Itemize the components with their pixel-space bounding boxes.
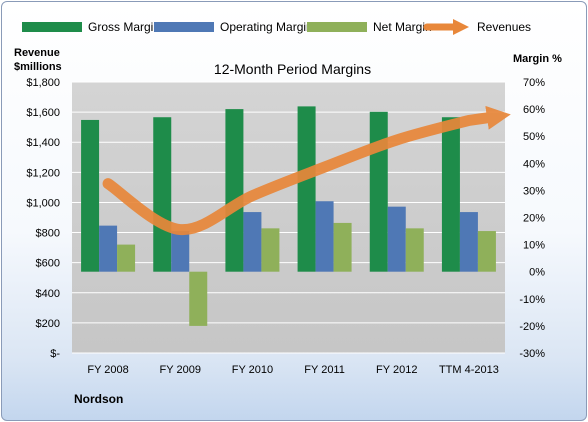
left-tick-label: $1,000	[26, 197, 60, 209]
left-axis-title-line2: $millions	[14, 61, 62, 73]
legend-label: Operating Margin	[220, 20, 313, 34]
bar	[117, 244, 136, 272]
right-tick-label: 10%	[523, 240, 545, 252]
x-tick-label: FY 2011	[304, 364, 345, 376]
right-axis-title: Margin %	[513, 53, 562, 65]
right-tick-label: 40%	[523, 158, 545, 170]
left-tick-label: $800	[36, 228, 60, 240]
left-tick-label: $200	[36, 318, 60, 330]
left-tick-label: $1,800	[26, 77, 60, 89]
right-tick-label: 60%	[523, 104, 545, 116]
revenue-line	[102, 105, 511, 236]
left-tick-label: $400	[36, 288, 60, 300]
bar	[261, 228, 280, 272]
right-tick-label: -10%	[519, 294, 545, 306]
bar	[225, 109, 244, 272]
x-tick-label: FY 2012	[376, 364, 417, 376]
company-label: Nordson	[74, 392, 123, 406]
legend-label: Net Margin	[373, 20, 432, 34]
bar	[333, 222, 352, 272]
right-tick-label: 20%	[523, 213, 545, 225]
right-tick-label: 30%	[523, 185, 545, 197]
left-tick-label: $-	[50, 348, 60, 360]
legend-swatch	[307, 22, 367, 32]
right-tick-label: 70%	[523, 77, 545, 89]
legend-swatch-arrow	[453, 19, 469, 35]
bar	[153, 117, 172, 272]
left-tick-label: $600	[36, 258, 60, 270]
left-tick-label: $1,200	[26, 167, 60, 179]
bar	[243, 212, 262, 272]
bar	[387, 206, 406, 272]
legend-swatch	[22, 22, 82, 32]
right-tick-label: -20%	[519, 321, 545, 333]
legend-label: Revenues	[477, 20, 531, 34]
chart-title: 12-Month Period Margins	[214, 61, 371, 77]
left-tick-label: $1,400	[26, 137, 60, 149]
bar	[315, 201, 334, 272]
bar	[441, 117, 460, 272]
right-tick-label: -30%	[519, 348, 545, 360]
x-tick-label: TTM 4-2013	[439, 364, 499, 376]
bar	[99, 225, 118, 272]
legend-swatch	[154, 22, 214, 32]
left-axis-title-line1: Revenue	[14, 47, 60, 59]
bar	[171, 231, 190, 272]
legend-label: Gross Margin	[88, 20, 160, 34]
bar	[189, 271, 208, 326]
right-tick-label: 0%	[529, 267, 545, 279]
bar	[297, 106, 316, 272]
bar	[81, 119, 100, 272]
bar	[477, 231, 496, 272]
x-tick-label: FY 2010	[232, 364, 273, 376]
bar	[405, 228, 424, 272]
bar	[369, 111, 388, 272]
x-tick-label: FY 2009	[160, 364, 201, 376]
bar	[459, 212, 478, 272]
left-tick-label: $1,600	[26, 107, 60, 119]
x-tick-label: FY 2008	[87, 364, 128, 376]
right-tick-label: 50%	[523, 131, 545, 143]
